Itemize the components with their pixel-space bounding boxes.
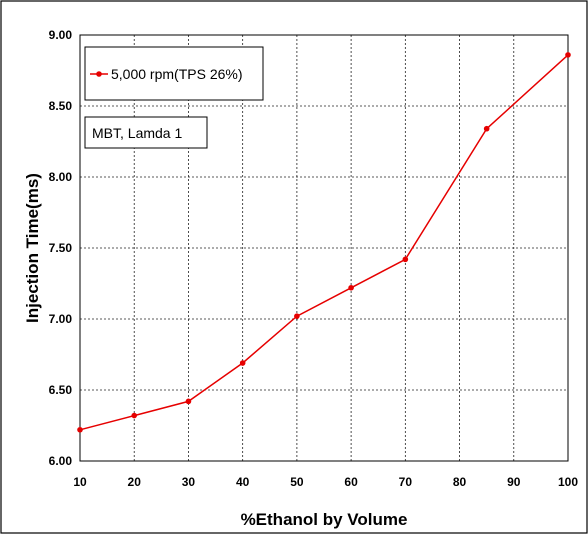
annotation-box xyxy=(84,116,208,149)
data-point xyxy=(131,412,138,419)
x-tick-label: 40 xyxy=(236,475,250,489)
x-tick-label: 20 xyxy=(128,475,142,489)
y-tick-label: 6.00 xyxy=(49,454,73,468)
data-point xyxy=(483,125,490,132)
annotation-text: MBT, Lamda 1 xyxy=(92,125,182,141)
x-tick-label: 70 xyxy=(399,475,413,489)
plot-area xyxy=(79,34,569,462)
y-tick-label: 8.50 xyxy=(49,99,73,113)
legend-series-label: 5,000 rpm(TPS 26%) xyxy=(111,66,243,82)
legend-dot-marker xyxy=(96,71,102,77)
series-line xyxy=(79,54,569,431)
y-axis-title: Injection Time(ms) xyxy=(23,173,42,323)
y-tick-label: 7.00 xyxy=(49,312,73,326)
data-point xyxy=(77,426,83,433)
x-tick-label: 90 xyxy=(507,475,521,489)
annotation: MBT, Lamda 1 xyxy=(84,116,208,149)
data-point xyxy=(185,398,192,405)
x-axis-title: %Ethanol by Volume xyxy=(241,510,408,529)
x-tick-label: 100 xyxy=(558,475,578,489)
x-tick-label: 50 xyxy=(290,475,304,489)
y-axis-ticks: 6.00 6.50 7.00 7.50 8.00 8.50 9.00 xyxy=(49,28,73,468)
y-tick-label: 6.50 xyxy=(49,383,73,397)
x-tick-label: 80 xyxy=(453,475,467,489)
x-tick-label: 60 xyxy=(344,475,358,489)
x-tick-label: 10 xyxy=(73,475,87,489)
x-tick-label: 30 xyxy=(182,475,196,489)
data-point xyxy=(294,313,300,319)
legend-box xyxy=(84,46,264,101)
y-tick-label: 9.00 xyxy=(49,28,73,42)
data-point xyxy=(402,256,409,263)
y-tick-label: 8.00 xyxy=(49,170,73,184)
legend: 5,000 rpm(TPS 26%) xyxy=(84,46,264,101)
data-point xyxy=(239,360,246,366)
x-axis-ticks: 10 20 30 40 50 60 70 80 90 100 xyxy=(73,475,578,489)
series-group xyxy=(77,52,571,433)
data-point xyxy=(348,284,354,291)
y-tick-label: 7.50 xyxy=(49,241,73,255)
data-point xyxy=(565,52,571,58)
